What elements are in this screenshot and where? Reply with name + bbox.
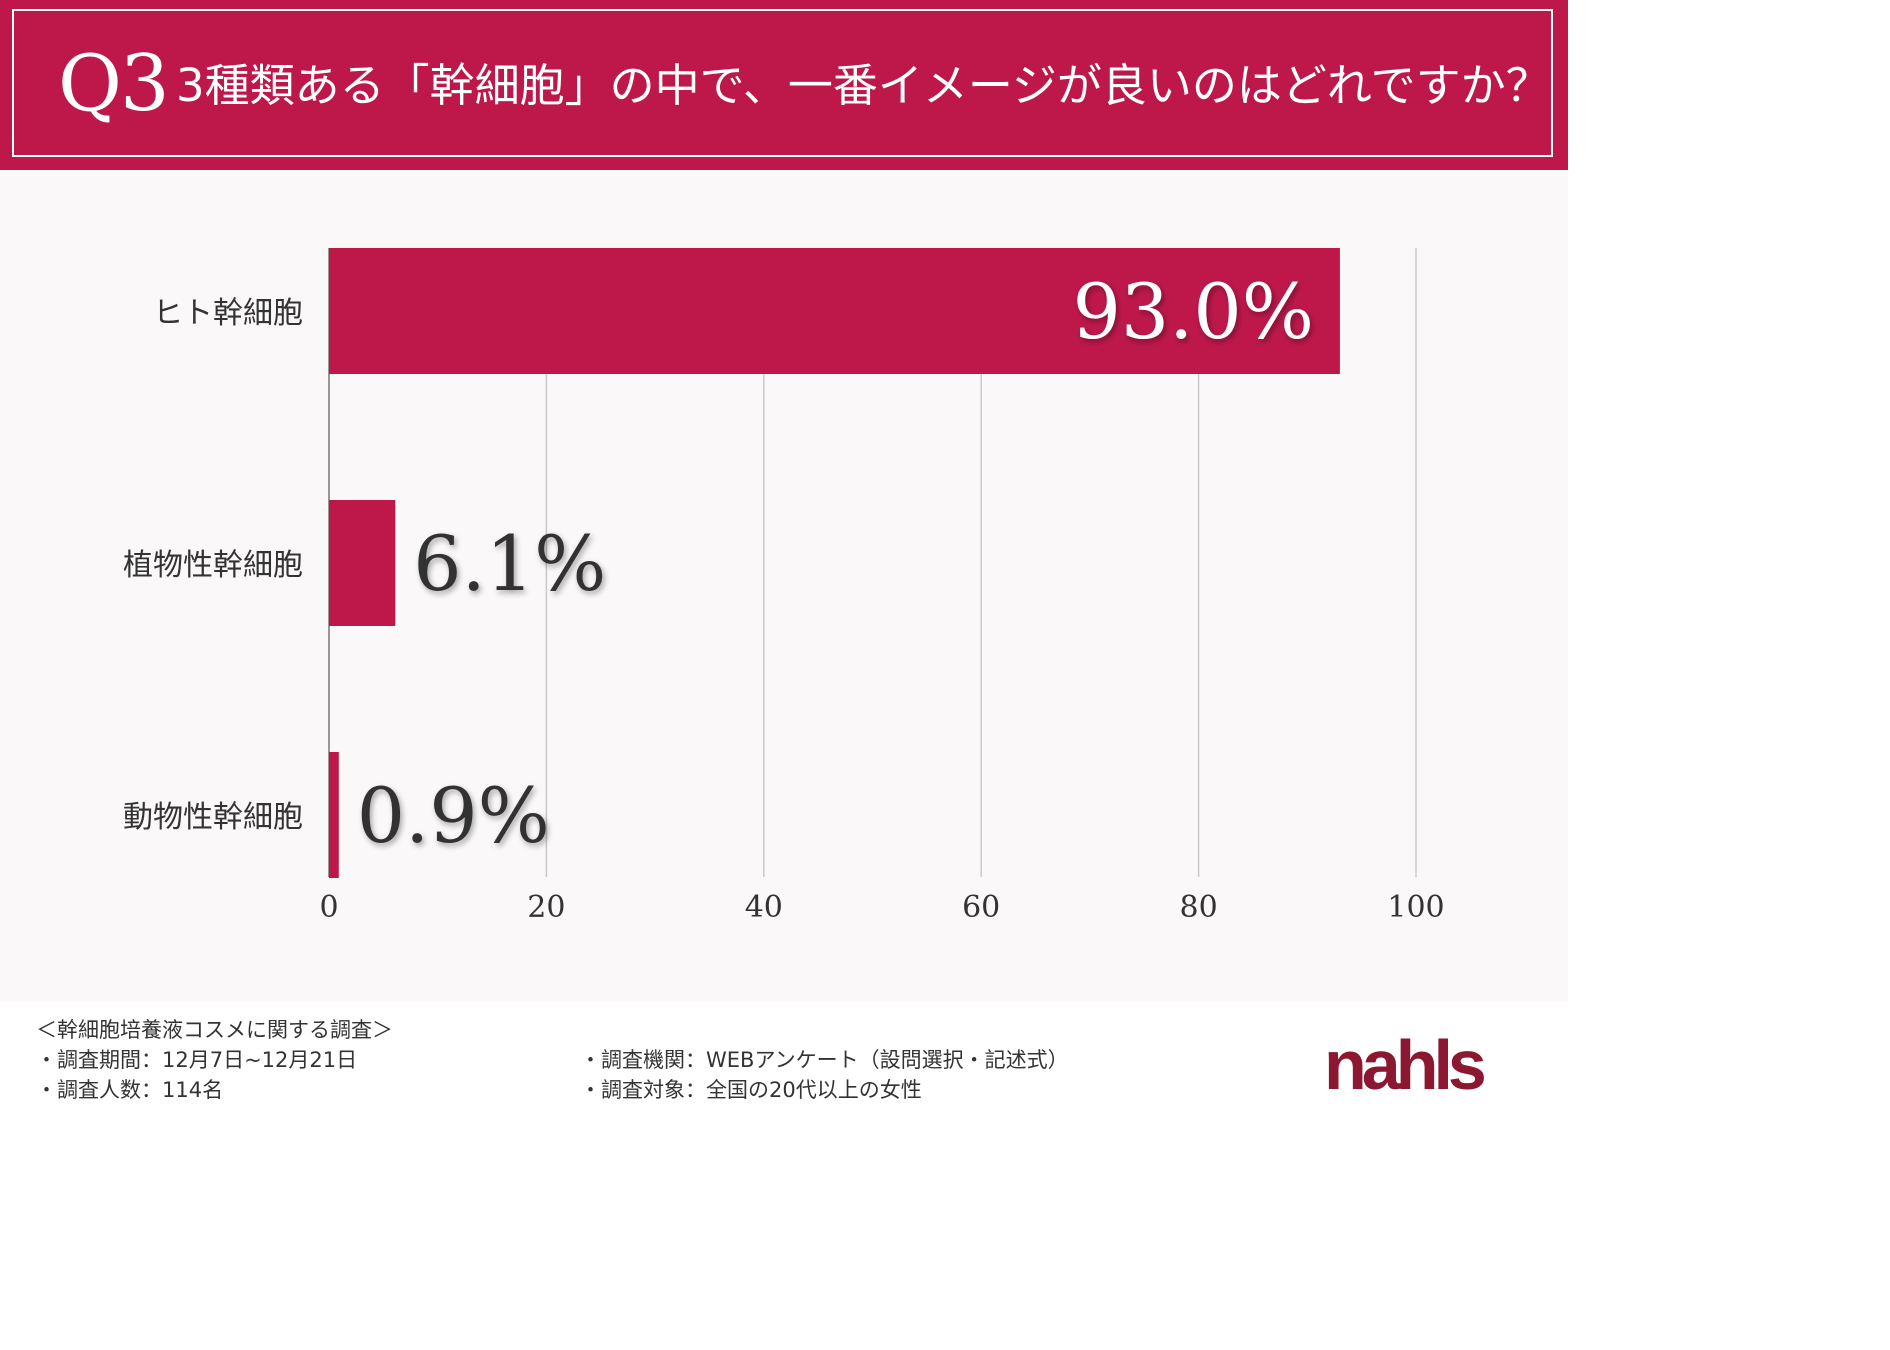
x-tick-label: 80 bbox=[1180, 890, 1218, 925]
bar-value-label: 0.9% bbox=[357, 771, 550, 860]
survey-count: ・調査人数：114名 bbox=[36, 1078, 224, 1102]
x-tick-label: 0 bbox=[319, 890, 338, 925]
bar bbox=[329, 500, 396, 626]
survey-period: ・調査期間：12月7日~12月21日 bbox=[36, 1048, 358, 1072]
survey-organization: ・調査機関：WEBアンケート（設問選択・記述式） bbox=[580, 1048, 1069, 1072]
chart-area: ヒト幹細胞 93.0% 植物性幹細胞 6.1% 動物性幹細胞 0.9% 0 20 40 60 80… bbox=[0, 170, 1568, 1002]
header-banner: Q3 3種類ある「幹細胞」の中で、一番イメージが良いのはどれですか？ bbox=[0, 0, 1568, 170]
question-number: Q3 bbox=[58, 39, 170, 129]
survey-target: ・調査対象：全国の20代以上の女性 bbox=[580, 1078, 922, 1102]
x-tick-label: 40 bbox=[745, 890, 783, 925]
category-label: ヒト幹細胞 bbox=[153, 296, 303, 331]
category-label: 植物性幹細胞 bbox=[123, 548, 303, 583]
x-tick-label: 60 bbox=[962, 890, 1000, 925]
bar bbox=[329, 248, 1340, 374]
bar bbox=[329, 752, 339, 878]
question-title: 3種類ある「幹細胞」の中で、一番イメージが良いのはどれですか？ bbox=[176, 59, 1551, 112]
survey-title: ＜幹細胞培養液コスメに関する調査＞ bbox=[36, 1018, 393, 1042]
bar-value-label: 6.1% bbox=[413, 519, 606, 608]
bar-value-label: 93.0% bbox=[1072, 267, 1313, 356]
footer: ＜幹細胞培養液コスメに関する調査＞ ・調査期間：12月7日~12月21日 ・調査… bbox=[0, 1002, 1568, 1104]
x-tick-label: 100 bbox=[1387, 890, 1444, 925]
header-frame bbox=[12, 9, 1553, 157]
nahls-logo: nahls bbox=[1324, 1026, 1487, 1104]
category-label: 動物性幹細胞 bbox=[123, 800, 303, 835]
x-tick-label: 20 bbox=[527, 890, 565, 925]
bar-chart: ヒト幹細胞 93.0% 植物性幹細胞 6.1% 動物性幹細胞 0.9% 0 20 40 60 80… bbox=[123, 248, 1445, 925]
